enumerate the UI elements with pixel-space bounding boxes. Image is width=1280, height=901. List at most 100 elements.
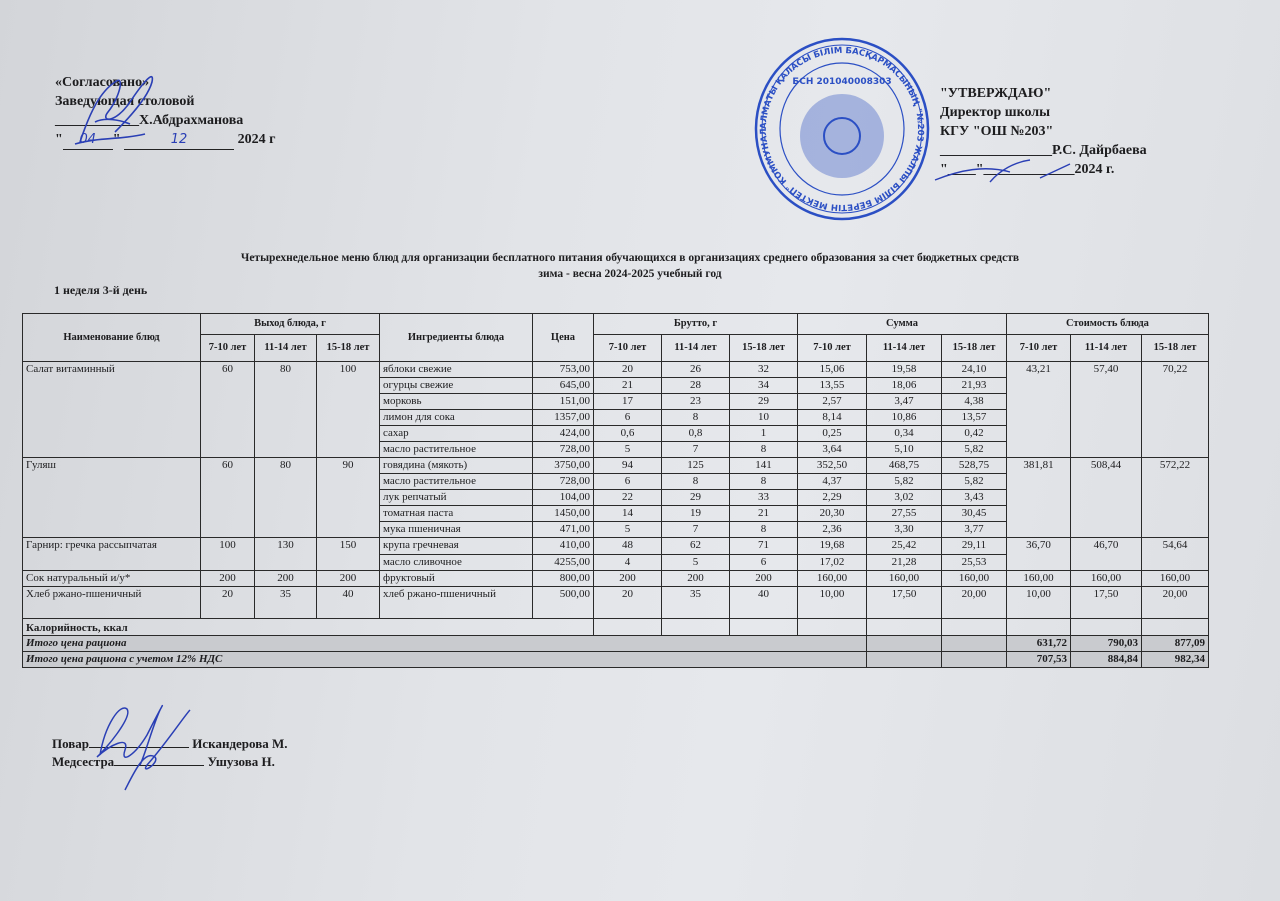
ingredient-brutto: 6 [593, 409, 662, 426]
dish-output: 150 [316, 537, 380, 571]
dish-output: 20 [200, 586, 255, 619]
header-age-row: 7-10 лет 11-14 лет 15-18 лет 7-10 лет 11-14 … [23, 334, 1209, 362]
nurse-line: Медсестра Ушузова Н. [52, 753, 288, 771]
ingredient-brutto: 6 [729, 554, 798, 571]
dish-name: Гарнир: гречка рассыпчатая [22, 537, 201, 571]
ingredient-sum: 3,43 [941, 489, 1007, 506]
ingredient-sum: 15,06 [797, 361, 867, 378]
header-age: 15-18 лет [941, 334, 1007, 362]
dish-name: Сок натуральный и/у* [22, 570, 201, 587]
total-row: Итого цена рациона 631,72 790,03 877,09 [22, 635, 1209, 652]
calories-value [866, 618, 942, 636]
ingredient-sum: 30,45 [941, 505, 1007, 522]
handwritten-month: 12 [124, 130, 235, 150]
table-row: морковь 151,00 17 23 29 2,57 3,47 4,38 [23, 393, 1209, 410]
dish-cost: 36,70 [1006, 537, 1071, 571]
total-value: 631,72 [1006, 635, 1071, 652]
dish-cost: 57,40 [1070, 361, 1142, 458]
ingredient-sum: 25,42 [866, 537, 942, 555]
school-name: КГУ "ОШ №203" [940, 124, 1054, 139]
ingredient-name: лимон для сока [379, 409, 533, 426]
total-value: 877,09 [1141, 635, 1209, 652]
ingredient-price: 151,00 [532, 393, 594, 410]
ingredient-brutto: 0,8 [661, 425, 730, 442]
table-row: масло сливочное 4255,00 4 5 6 17,02 21,28 25,53 [23, 554, 1209, 571]
ingredient-brutto: 8 [729, 473, 798, 490]
ingredient-brutto: 29 [661, 489, 730, 506]
ingredient-brutto: 8 [661, 409, 730, 426]
ingredient-sum: 5,82 [941, 473, 1007, 490]
table-row: сахар 424,00 0,6 0,8 1 0,25 0,34 0,42 [23, 425, 1209, 442]
ingredient-sum: 3,30 [866, 521, 942, 538]
calories-label: Калорийность, ккал [22, 618, 594, 636]
menu-subtitle: зима - весна 2024-2025 учебный год [538, 268, 722, 280]
header-age: 15-18 лет [316, 334, 380, 362]
header-output: Выход блюда, г [200, 313, 380, 335]
cook-line: Повар Искандерова М. [52, 735, 288, 753]
ingredient-brutto: 141 [729, 457, 798, 474]
header-row: Наименование блюд Выход блюда, г Ингредиен… [22, 313, 1209, 362]
canteen-head-name: ____________Х.Абдрахманова [55, 113, 244, 128]
ingredient-sum: 3,47 [866, 393, 942, 410]
dish-output: 60 [200, 361, 255, 458]
ingredient-brutto: 35 [661, 586, 730, 619]
signature-director [934, 159, 1071, 183]
ingredient-brutto: 200 [729, 570, 798, 587]
header-price: Цена [532, 313, 594, 362]
ingredient-sum: 17,50 [866, 586, 942, 619]
ingredient-brutto: 4 [593, 554, 662, 571]
calories-value [1141, 618, 1209, 636]
header-cost: Стоимость блюда [1006, 313, 1209, 335]
approve-label: "УТВЕРЖДАЮ" [940, 86, 1052, 101]
header-age: 11-14 лет [1070, 334, 1142, 362]
ingredient-name: огурцы свежие [379, 377, 533, 394]
total-vat-label: Итого цена рациона с учетом 12% НДС [22, 651, 867, 668]
table-row: Гуляш 60 80 90 говядина (мякоть) 3750,00 94 125… [22, 457, 1209, 538]
ingredient-name: томатная паста [379, 505, 533, 522]
ingredient-brutto: 62 [661, 537, 730, 555]
table-row: лук репчатый 104,00 22 29 33 2,29 3,02 3,43 [23, 489, 1209, 506]
table-row: Сок натуральный и/у* 200 200 200 фруктовый 80… [22, 570, 1209, 587]
ingredient-price: 645,00 [532, 377, 594, 394]
menu-table: Наименование блюд Выход блюда, г Ингредиен… [22, 313, 1209, 668]
ingredient-brutto: 7 [661, 521, 730, 538]
ingredient-price: 800,00 [532, 570, 594, 587]
calories-value [593, 618, 662, 636]
ingredient-sum: 5,82 [866, 473, 942, 490]
calories-value [661, 618, 730, 636]
ingredient-sum: 18,06 [866, 377, 942, 394]
ingredient-brutto: 10 [729, 409, 798, 426]
ingredient-sum: 29,11 [941, 537, 1007, 555]
ingredient-brutto: 125 [661, 457, 730, 474]
dish-cost: 508,44 [1070, 457, 1142, 538]
nurse-name: Ушузова Н. [207, 754, 275, 769]
calories-value [1006, 618, 1071, 636]
table-row: Салат витаминный 60 80 100 яблоки свежие 753,… [22, 361, 1209, 458]
ingredient-brutto: 29 [729, 393, 798, 410]
ingredient-sum: 13,55 [797, 377, 867, 394]
ingredient-sum: 13,57 [941, 409, 1007, 426]
table-row: масло растительное 728,00 6 8 8 4,37 5,82 5,82 [23, 473, 1209, 490]
ingredient-sum: 10,00 [797, 586, 867, 619]
calories-row: Калорийность, ккал [22, 618, 1209, 636]
ingredient-sum: 2,36 [797, 521, 867, 538]
approval-left: «Согласовано» Заведующая столовой ______… [55, 73, 275, 150]
ingredient-sum: 8,14 [797, 409, 867, 426]
header-age: 11-14 лет [254, 334, 317, 362]
ingredient-sum: 468,75 [866, 457, 942, 474]
ingredient-price: 424,00 [532, 425, 594, 442]
ingredient-price: 500,00 [532, 586, 594, 619]
dish-output: 100 [200, 537, 255, 571]
ingredient-brutto: 200 [661, 570, 730, 587]
approval-right: "УТВЕРЖДАЮ" Директор школы КГУ "ОШ №203"… [940, 84, 1147, 179]
ingredient-sum: 2,29 [797, 489, 867, 506]
ingredient-sum: 5,10 [866, 441, 942, 458]
header-age: 11-14 лет [866, 334, 942, 362]
header-age: 7-10 лет [1006, 334, 1071, 362]
dish-cost: 572,22 [1141, 457, 1209, 538]
year: 2024 г [234, 132, 276, 147]
ingredient-sum: 0,25 [797, 425, 867, 442]
total-vat-empty [866, 651, 942, 668]
ingredient-name: мука пшеничная [379, 521, 533, 538]
dish-cost: 160,00 [1141, 570, 1209, 587]
